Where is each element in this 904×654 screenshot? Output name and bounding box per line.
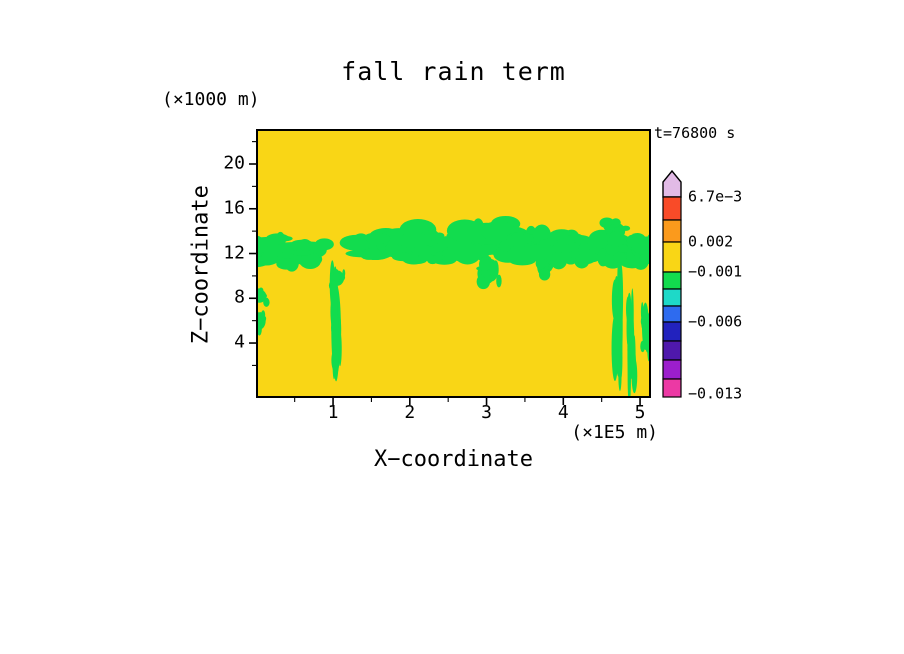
- colorbar-segment: [662, 305, 682, 323]
- x-axis-title: X−coordinate: [374, 447, 533, 472]
- colorbar-segment: [662, 321, 682, 342]
- colorbar-value-label: 0.002: [688, 232, 734, 251]
- colorbar-segment: [662, 241, 682, 273]
- colorbar-value-label: 6.7e−3: [688, 187, 743, 206]
- plot-frame: [256, 129, 651, 398]
- colorbar-segment: [662, 378, 682, 398]
- colorbar-segment: [662, 340, 682, 361]
- colorbar-value-label: −0.001: [688, 262, 743, 281]
- y-tick-label: 8: [234, 286, 245, 308]
- y-tick-label: 20: [223, 152, 245, 174]
- x-tick-label: 4: [557, 402, 569, 423]
- y-tick-label: 4: [234, 331, 245, 353]
- colorbar-segment: [662, 196, 682, 221]
- colorbar-segment: [662, 271, 682, 290]
- colorbar-arrow: [662, 169, 682, 198]
- x-tick-label: 3: [481, 402, 492, 423]
- time-label: t=76800 s: [654, 124, 736, 142]
- colorbar-segment: [662, 288, 682, 307]
- colorbar-value-label: −0.013: [688, 384, 743, 403]
- x-tick-label: 2: [404, 402, 416, 423]
- chart-title: fall rain term: [341, 57, 566, 86]
- x-axis-unit-label: (×1E5 m): [571, 422, 658, 443]
- colorbar-value-label: −0.006: [688, 312, 743, 331]
- x-tick-label: 1: [327, 402, 339, 423]
- y-tick-label: 16: [223, 197, 245, 219]
- green-field: [257, 215, 650, 397]
- colorbar-segment: [662, 219, 682, 243]
- y-tick-label: 12: [223, 242, 245, 264]
- z-axis-unit-label: (×1000 m): [162, 89, 260, 110]
- x-tick-label: 5: [634, 402, 646, 423]
- colorbar-segment: [662, 359, 682, 380]
